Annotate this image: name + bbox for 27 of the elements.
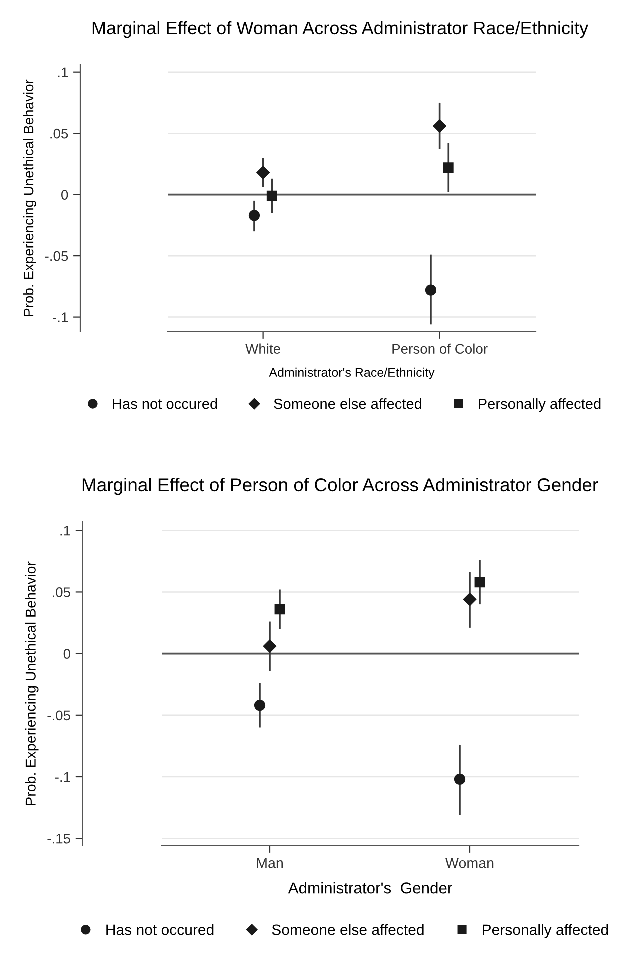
chart-title: Marginal Effect of Person of Color Across Administrator Gender [82,478,598,496]
legend-label: Has not occured [106,924,214,936]
x-tick-label: Man [257,858,283,868]
x-axis-title: Administrator's Gender [288,882,452,894]
x-tick-label: Woman [446,858,494,868]
y-tick-label: .05 [50,128,68,139]
y-tick-label: -.1 [53,312,68,322]
x-tick-label: Person of Color [392,344,488,354]
y-tick-label: .1 [60,526,70,536]
y-tick-label: 0 [62,190,68,200]
legend-label: Someone else affected [272,924,424,936]
y-axis-title: Prob. Experiencing Unethical Behavior [23,80,36,316]
y-tick-label: .05 [52,588,70,598]
x-tick-label: White [246,344,280,354]
y-tick-label: 0 [64,649,70,659]
legend-label: Personally affected [483,924,608,938]
y-tick-label: -.05 [45,251,68,262]
legend-label: Personally affected [479,398,601,412]
chart-title: Marginal Effect of Woman Across Administrator Race/Ethnicity [92,21,589,38]
y-axis-title: Prob. Experiencing Unethical Behavior [25,562,39,806]
x-axis-title: Administrator's Race/Ethnicity [269,368,435,380]
legend-label: Has not occured [113,398,218,410]
legend-label: Someone else affected [274,398,422,410]
y-tick-label: -.05 [48,710,70,721]
y-tick-label: -.1 [55,772,70,782]
y-tick-label: -.15 [48,834,70,844]
y-tick-label: .1 [58,68,68,78]
